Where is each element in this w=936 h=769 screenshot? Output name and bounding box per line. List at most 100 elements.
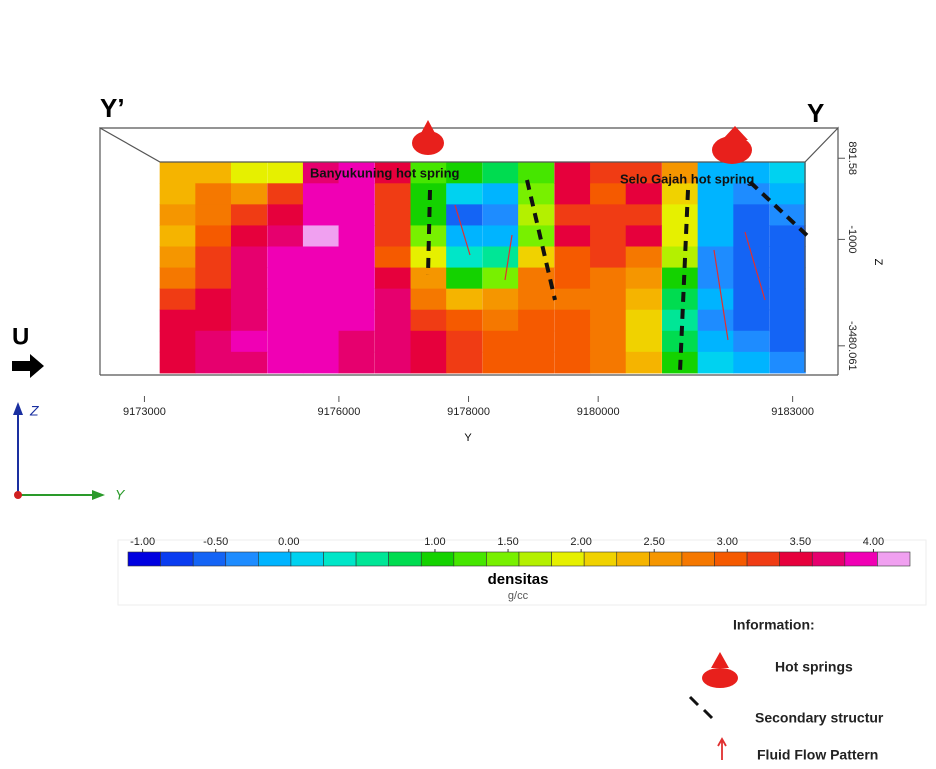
cell	[230, 183, 268, 205]
cell	[482, 330, 519, 353]
cell	[267, 351, 304, 374]
cell	[518, 267, 555, 290]
cell	[697, 204, 734, 226]
cell	[410, 309, 447, 332]
cell	[302, 267, 340, 290]
cell	[554, 162, 591, 184]
colorbar-swatch	[649, 551, 683, 567]
cell	[733, 351, 770, 374]
cell	[625, 309, 662, 332]
colorbar-tick-label: 3.00	[717, 536, 738, 548]
cell	[374, 309, 412, 332]
cell	[590, 267, 627, 290]
cell	[159, 246, 196, 269]
cell	[625, 288, 662, 311]
cell	[338, 330, 375, 353]
cell	[733, 162, 770, 184]
colorbar-swatch	[681, 551, 715, 567]
cell	[230, 351, 268, 374]
cell	[446, 351, 483, 374]
cell	[733, 204, 770, 226]
z-tick-label: -3480.061	[846, 321, 858, 371]
cell	[302, 246, 340, 269]
cell	[230, 267, 268, 290]
cell	[733, 225, 770, 248]
cell	[302, 288, 340, 311]
colorbar-swatch	[225, 551, 259, 567]
cell	[733, 288, 770, 311]
cell	[230, 225, 268, 248]
cell	[374, 246, 412, 269]
cell	[446, 162, 483, 184]
cell	[338, 225, 375, 248]
cell	[230, 162, 268, 184]
cell	[590, 246, 627, 269]
cell	[590, 351, 627, 374]
cell	[374, 330, 412, 353]
cell	[482, 204, 519, 226]
z-axis-label: Z	[872, 259, 884, 266]
colorbar-swatch	[290, 551, 324, 567]
cell	[769, 351, 806, 374]
cell	[697, 330, 734, 353]
triad-axis	[13, 402, 23, 415]
cell	[590, 162, 627, 184]
secondary-structure	[678, 189, 690, 373]
legend-title: Information:	[733, 617, 815, 633]
cell	[195, 330, 232, 353]
cell	[267, 225, 304, 248]
triad-axis	[92, 490, 105, 500]
cell	[159, 309, 196, 332]
colorbar-swatch	[258, 551, 292, 567]
cell	[267, 246, 304, 269]
cell	[267, 204, 304, 226]
cell	[410, 330, 447, 353]
colorbar-swatch	[518, 551, 552, 567]
cell	[662, 267, 699, 290]
cell	[697, 225, 734, 248]
cell	[662, 183, 699, 205]
cell	[338, 267, 375, 290]
colorbar-tick-label: 2.00	[570, 536, 591, 548]
cell	[554, 330, 591, 353]
legend-item: Fluid Flow Pattern	[757, 747, 878, 763]
cell	[374, 204, 412, 226]
direction-label: U	[12, 323, 29, 350]
z-tick-label: 891.58	[846, 141, 858, 175]
cell	[374, 288, 412, 311]
cell	[697, 288, 734, 311]
colorbar-swatch	[192, 551, 227, 567]
triad-origin	[14, 491, 22, 499]
cell	[195, 267, 232, 290]
cell	[697, 183, 734, 205]
cell	[518, 225, 555, 248]
cell	[518, 246, 555, 269]
colorbar-unit: g/cc	[508, 590, 529, 602]
cell	[662, 246, 699, 269]
colorbar-tick-label: 1.50	[497, 536, 518, 548]
cell	[195, 309, 232, 332]
colorbar-swatch	[746, 551, 780, 567]
colorbar-swatch	[486, 551, 520, 567]
fluid-flow	[454, 204, 766, 341]
cell	[482, 183, 519, 205]
cell	[338, 204, 375, 226]
cell	[446, 246, 483, 269]
cell	[338, 288, 375, 311]
colorbar-swatch	[388, 551, 422, 567]
cell	[267, 330, 304, 353]
legend-item: Secondary structur	[755, 710, 884, 726]
colorbar-tick-label: -1.00	[130, 536, 155, 548]
cell	[159, 267, 196, 290]
cell	[769, 246, 806, 269]
colorbar-swatch	[877, 551, 911, 567]
cell	[195, 351, 232, 374]
cell	[662, 288, 699, 311]
cell	[195, 162, 232, 184]
cell	[662, 162, 699, 184]
colorbar-swatch	[355, 551, 389, 567]
z-tick-label: -1000	[846, 225, 858, 253]
cell	[374, 183, 412, 205]
colorbar-swatch	[616, 551, 650, 567]
hot-spring-icon	[412, 120, 752, 688]
